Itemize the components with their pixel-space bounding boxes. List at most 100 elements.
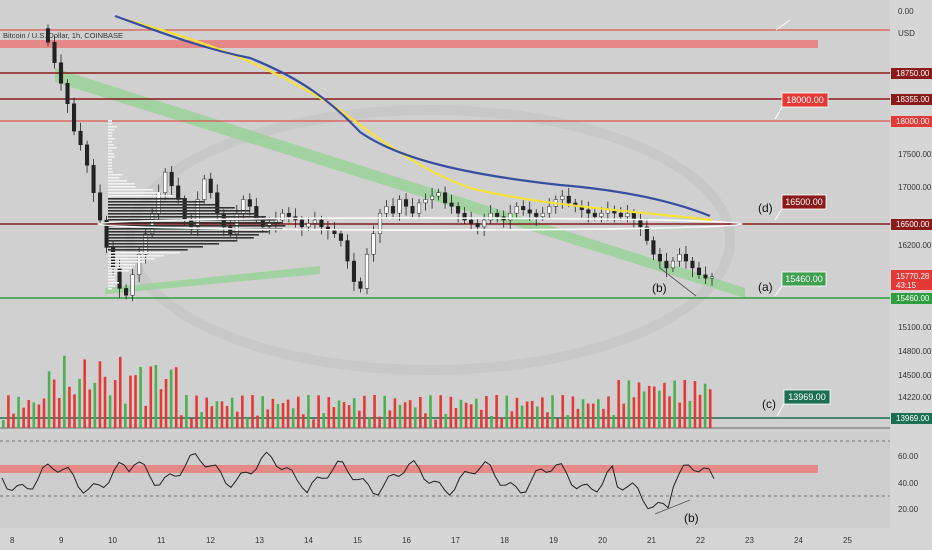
candle-body xyxy=(437,193,441,196)
volume-profile-row xyxy=(108,153,114,155)
candle-body xyxy=(639,220,643,227)
volume-bar xyxy=(658,391,661,428)
volume-bar xyxy=(450,397,453,428)
volume-profile-row xyxy=(108,264,135,266)
callout-c-value: 13969.00 xyxy=(788,392,826,402)
candle-body xyxy=(92,165,96,192)
osc-tick-20: 20.00 xyxy=(898,505,919,514)
candle-body xyxy=(443,193,447,203)
volume-bar xyxy=(597,399,600,428)
volume-bar xyxy=(409,400,412,428)
volume-profile-row xyxy=(108,285,115,287)
volume-bar xyxy=(709,389,712,428)
time-tick-8: 8 xyxy=(10,536,15,545)
candle-body xyxy=(626,213,630,216)
volume-profile-row xyxy=(108,156,115,158)
volume-profile-row xyxy=(108,210,250,212)
candle-body xyxy=(652,241,656,255)
tick-18000: 18000.00 xyxy=(896,117,930,126)
volume-bar xyxy=(505,396,508,428)
volume-bar xyxy=(526,402,529,428)
volume-profile-row xyxy=(108,126,117,128)
volume-profile-row xyxy=(108,201,204,203)
resistance-zone xyxy=(0,40,818,48)
volume-profile-row xyxy=(108,135,112,137)
volume-bar xyxy=(200,412,203,428)
time-tick-15: 15 xyxy=(353,536,362,545)
volume-bar xyxy=(256,416,259,428)
volume-bar xyxy=(378,417,381,428)
volume-bar xyxy=(394,398,397,428)
volume-profile-row xyxy=(108,207,235,209)
candle-body xyxy=(665,261,669,268)
volume-profile-row xyxy=(108,147,117,149)
candle-body xyxy=(59,63,63,84)
candle-body xyxy=(124,288,128,295)
volume-bar xyxy=(572,396,575,428)
volume-profile-row xyxy=(108,132,112,134)
volume-profile-row xyxy=(108,129,115,131)
volume-profile-row xyxy=(108,279,115,281)
volume-profile-row xyxy=(108,183,134,185)
oscillator-pane[interactable] xyxy=(0,432,890,528)
volume-bar xyxy=(58,398,61,428)
volume-profile-row xyxy=(108,195,173,197)
volume-profile-row xyxy=(108,198,187,200)
volume-bar xyxy=(246,418,249,428)
time-tick-11: 11 xyxy=(157,536,166,545)
candle-body xyxy=(411,206,415,213)
callout-c-letter: (c) xyxy=(762,397,776,411)
candle-body xyxy=(163,172,167,193)
volume-profile-row xyxy=(108,213,257,215)
candle-body xyxy=(521,206,525,209)
volume-bar xyxy=(221,401,224,428)
volume-bar xyxy=(231,398,234,428)
volume-bar xyxy=(78,379,81,428)
volume-bar xyxy=(73,394,76,428)
volume-bar xyxy=(109,395,112,428)
volume-bar xyxy=(322,413,325,428)
candle-body xyxy=(678,254,682,261)
volume-profile-row xyxy=(108,258,154,260)
time-axis[interactable] xyxy=(0,528,890,550)
volume-profile-row xyxy=(108,168,112,170)
candle-body xyxy=(137,254,141,275)
candle-body xyxy=(469,220,473,223)
volume-bar xyxy=(272,399,275,428)
candle-body xyxy=(359,282,363,289)
volume-profile-row xyxy=(108,216,266,218)
volume-profile-row xyxy=(108,276,116,278)
volume-bar xyxy=(68,387,71,428)
candle-body xyxy=(593,213,597,216)
volume-profile-row xyxy=(108,138,115,140)
volume-bar xyxy=(673,381,676,428)
volume-bar xyxy=(541,397,544,428)
volume-profile-row xyxy=(108,141,112,143)
volume-bar xyxy=(638,382,641,428)
volume-bar xyxy=(368,417,371,428)
candle-body xyxy=(346,241,350,262)
callout-d-letter: (d) xyxy=(758,201,773,215)
countdown: 43:15 xyxy=(896,281,917,290)
volume-bar xyxy=(358,411,361,428)
candle-body xyxy=(404,200,408,207)
candle-body xyxy=(66,83,70,104)
candle-body xyxy=(495,213,499,216)
volume-bar xyxy=(155,365,158,428)
volume-profile-row xyxy=(108,177,119,179)
volume-bar xyxy=(678,403,681,428)
volume-profile-row xyxy=(108,162,112,164)
volume-bar xyxy=(287,400,290,428)
candle-body xyxy=(600,213,604,216)
candle-body xyxy=(456,206,460,213)
volume-bar xyxy=(399,405,402,428)
volume-profile-row xyxy=(108,288,112,290)
volume-bar xyxy=(63,356,66,428)
volume-bar xyxy=(653,387,656,428)
volume-bar xyxy=(302,414,305,428)
volume-profile-row xyxy=(108,231,269,233)
volume-bar xyxy=(516,398,519,428)
volume-bar xyxy=(149,367,152,428)
candle-body xyxy=(105,220,109,247)
